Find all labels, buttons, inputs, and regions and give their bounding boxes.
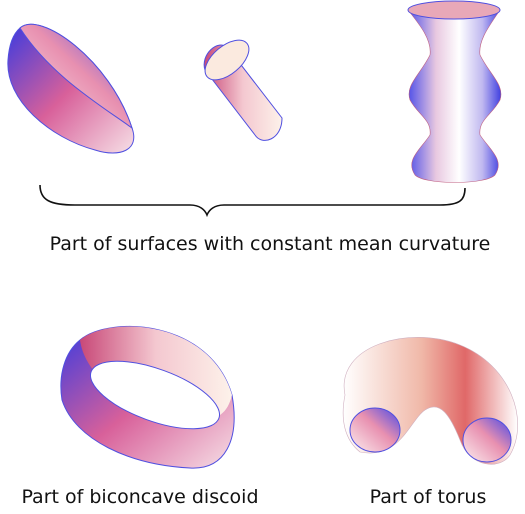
top-caption: Part of surfaces with constant mean curv… (50, 233, 491, 255)
torus (342, 337, 518, 465)
biconcave-discoid (60, 325, 235, 469)
torus-caption: Part of torus (370, 486, 487, 508)
hemisphere (7, 23, 135, 154)
brace (39, 184, 466, 218)
cylinder (203, 39, 283, 141)
unduloid (407, 0, 502, 183)
discoid-caption: Part of biconcave discoid (21, 486, 258, 508)
